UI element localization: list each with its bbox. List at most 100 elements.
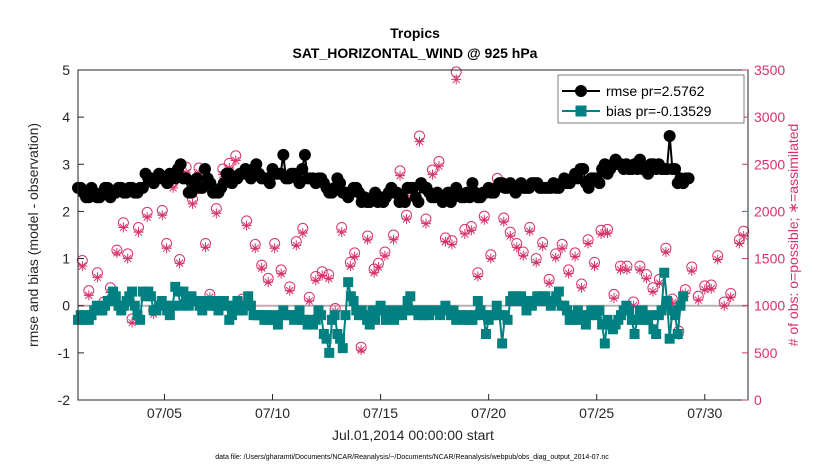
bias-point (599, 338, 610, 349)
y-tick-label-right: 1500 (754, 251, 785, 267)
bias-point (626, 314, 637, 325)
obs-assimilated-point (451, 74, 462, 85)
bias-point (337, 343, 348, 354)
bias-point (310, 314, 321, 325)
obs-assimilated-point (211, 208, 222, 219)
obs-assimilated-point (686, 265, 697, 276)
rmse-point (263, 177, 276, 190)
bias-point (135, 314, 146, 325)
obs-assimilated-point (77, 261, 88, 272)
obs-assimilated-point (550, 252, 561, 263)
obs-assimilated-point (712, 254, 723, 265)
rmse-point (582, 181, 595, 194)
plot-frame (77, 69, 749, 401)
y-axis-label-right: # of obs: o=possible; ∗=assimilated (785, 124, 801, 347)
obs-assimilated-point (699, 284, 710, 295)
rmse-point (466, 177, 479, 190)
bias-point (632, 314, 643, 325)
bias-point (656, 305, 667, 316)
bias-point (321, 333, 332, 344)
obs-assimilated-point (157, 210, 168, 221)
obs-assimilated-point (388, 234, 399, 245)
obs-assimilated-point (738, 230, 749, 241)
obs-assimilated-point (544, 278, 555, 289)
obs-assimilated-point (505, 230, 516, 241)
bias-point (324, 347, 335, 358)
bias-point (243, 291, 254, 302)
obs-assimilated-point (323, 273, 334, 284)
bias-point (470, 310, 481, 321)
bias-point (645, 310, 656, 321)
obs-assimilated-point (373, 262, 384, 273)
bias-point (678, 291, 689, 302)
rmse-point (577, 163, 590, 175)
bias-point (472, 296, 483, 306)
obs-assimilated-point (485, 253, 496, 264)
obs-assimilated-point (187, 198, 198, 209)
obs-assimilated-point (168, 182, 179, 193)
bias-point (343, 277, 354, 288)
y-tick-label-left: 2 (62, 203, 70, 219)
bias-point (164, 310, 175, 321)
obs-assimilated-point (111, 247, 122, 258)
obs-assimilated-point (576, 282, 587, 293)
obs-assimilated-point (122, 253, 133, 264)
obs-assimilated-point (356, 345, 367, 356)
x-tick-label: 07/05 (147, 405, 182, 421)
bias-point (664, 333, 675, 344)
bias-point (659, 267, 670, 278)
obs-assimilated-point (395, 170, 406, 181)
obs-assimilated-point (518, 250, 529, 261)
obs-assimilated-point (557, 243, 568, 254)
x-tick-label: 07/10 (255, 405, 290, 421)
obs-assimilated-point (654, 278, 665, 289)
bias-point (553, 286, 564, 297)
x-axis-label: Jul.01,2014 00:00:00 start (332, 427, 494, 443)
bias-point (405, 291, 416, 302)
bias-point (637, 305, 648, 316)
bias-point (448, 305, 459, 316)
obs-assimilated-point (284, 285, 295, 296)
obs-assimilated-point (250, 243, 261, 254)
y-tick-label-left: 3 (62, 156, 70, 172)
obs-assimilated-point (719, 300, 730, 311)
bias-point (597, 319, 608, 330)
bias-point (240, 300, 251, 311)
obs-assimilated-point (647, 286, 658, 297)
obs-assimilated-point (118, 222, 129, 233)
rmse-point (593, 177, 606, 190)
rmse-point (190, 172, 203, 185)
obs-assimilated-point (446, 239, 457, 250)
rmse-point (136, 181, 149, 194)
bias-point (129, 300, 140, 311)
bias-point (478, 310, 489, 321)
y-tick-label-left: 5 (62, 62, 70, 78)
obs-assimilated-point (317, 270, 328, 281)
obs-assimilated-point (570, 251, 581, 262)
bias-point (661, 296, 672, 306)
bias-point (624, 305, 635, 316)
x-tick-label: 07/30 (687, 405, 722, 421)
obs-assimilated-point (693, 295, 704, 306)
obs-assimilated-point (401, 213, 412, 224)
bias-point (675, 300, 686, 311)
bias-point (178, 286, 189, 297)
obs-assimilated-point (615, 264, 626, 275)
obs-assimilated-point (304, 296, 315, 306)
bias-point (480, 329, 491, 339)
bias-point (348, 296, 359, 306)
bias-point (175, 300, 186, 311)
obs-assimilated-point (602, 228, 613, 239)
bias-point (386, 305, 397, 316)
bias-point (364, 319, 375, 330)
series-lines (72, 130, 695, 358)
y-tick-label-right: 0 (754, 392, 762, 408)
obs-assimilated-point (589, 261, 600, 272)
obs-assimilated-point (362, 234, 373, 245)
bias-point (105, 296, 116, 306)
bias-point (502, 314, 513, 325)
obs-assimilated-point (479, 214, 490, 225)
y-tick-label-right: 2500 (754, 156, 785, 172)
legend-box (557, 74, 745, 124)
